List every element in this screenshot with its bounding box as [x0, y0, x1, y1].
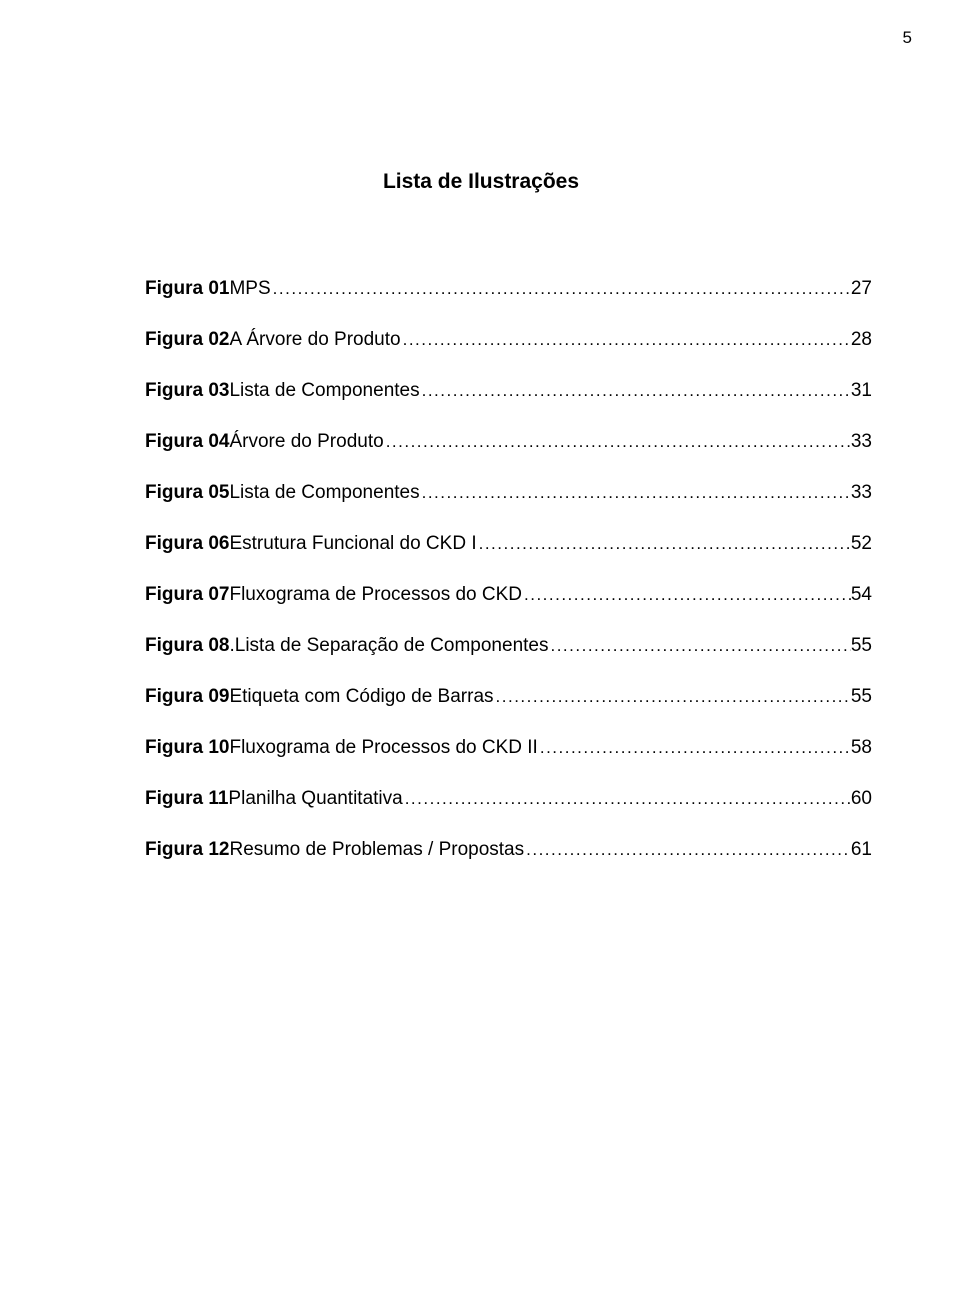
- list-entry: Figura 06 Estrutura Funcional do CKD I..…: [145, 533, 872, 555]
- list-entry: Figura 09 Etiqueta com Código de Barras.…: [145, 686, 872, 708]
- entry-label: Figura 11: [145, 788, 228, 810]
- entry-text: Lista de Componentes: [229, 380, 419, 402]
- page-title: Lista de Ilustrações: [90, 170, 872, 194]
- leader-dots: ........................................…: [271, 279, 851, 299]
- entry-text: A Árvore do Produto: [229, 329, 400, 351]
- list-entry: Figura 07 Fluxograma de Processos do CKD…: [145, 584, 872, 606]
- entry-label: Figura 12: [145, 839, 229, 861]
- entry-text: Estrutura Funcional do CKD I: [229, 533, 476, 555]
- leader-dots: ........................................…: [384, 432, 851, 452]
- entry-page: 33: [851, 482, 872, 504]
- leader-dots: ........................................…: [548, 636, 850, 656]
- entry-label: Figura 10: [145, 737, 229, 759]
- entry-label: Figura 08: [145, 635, 229, 657]
- entry-label: Figura 05: [145, 482, 229, 504]
- entry-page: 55: [851, 635, 872, 657]
- entry-text: Fluxograma de Processos do CKD II: [229, 737, 537, 759]
- entry-text: Etiqueta com Código de Barras: [229, 686, 493, 708]
- leader-dots: ........................................…: [403, 789, 851, 809]
- entry-page: 28: [851, 329, 872, 351]
- entry-text: Árvore do Produto: [229, 431, 383, 453]
- leader-dots: ........................................…: [522, 585, 851, 605]
- list-entry: Figura 11 Planilha Quantitativa.........…: [145, 788, 872, 810]
- entry-text: Lista de Componentes: [229, 482, 419, 504]
- list-entry: Figura 04 Árvore do Produto.............…: [145, 431, 872, 453]
- entry-label: Figura 06: [145, 533, 229, 555]
- entries-list: Figura 01 MPS...........................…: [145, 278, 872, 861]
- entry-page: 52: [851, 533, 872, 555]
- leader-dots: ........................................…: [477, 534, 851, 554]
- leader-dots: ........................................…: [420, 381, 851, 401]
- entry-page: 61: [851, 839, 872, 861]
- entry-label: Figura 02: [145, 329, 229, 351]
- entry-page: 58: [851, 737, 872, 759]
- list-entry: Figura 02 A Árvore do Produto...........…: [145, 329, 872, 351]
- entry-text: Planilha Quantitativa: [228, 788, 402, 810]
- list-entry: Figura 12 Resumo de Problemas / Proposta…: [145, 839, 872, 861]
- entry-label: Figura 07: [145, 584, 229, 606]
- leader-dots: ........................................…: [420, 483, 851, 503]
- entry-page: 60: [851, 788, 872, 810]
- entry-text: Fluxograma de Processos do CKD: [229, 584, 522, 606]
- entry-label: Figura 03: [145, 380, 229, 402]
- entry-text: MPS: [229, 278, 270, 300]
- list-entry: Figura 05 Lista de Componentes..........…: [145, 482, 872, 504]
- entry-page: 55: [851, 686, 872, 708]
- entry-page: 54: [851, 584, 872, 606]
- list-entry: Figura 08.Lista de Separação de Componen…: [145, 635, 872, 657]
- entry-text: .Lista de Separação de Componentes: [229, 635, 548, 657]
- list-entry: Figura 01 MPS...........................…: [145, 278, 872, 300]
- entry-label: Figura 01: [145, 278, 229, 300]
- list-entry: Figura 03 Lista de Componentes..........…: [145, 380, 872, 402]
- entry-label: Figura 09: [145, 686, 229, 708]
- entry-text: Resumo de Problemas / Propostas: [229, 839, 524, 861]
- list-entry: Figura 10 Fluxograma de Processos do CKD…: [145, 737, 872, 759]
- page-number: 5: [903, 28, 912, 48]
- entry-page: 33: [851, 431, 872, 453]
- leader-dots: ........................................…: [494, 687, 851, 707]
- entry-page: 27: [851, 278, 872, 300]
- leader-dots: ........................................…: [524, 840, 851, 860]
- content-area: Lista de Ilustrações Figura 01 MPS......…: [0, 0, 960, 861]
- entry-label: Figura 04: [145, 431, 229, 453]
- leader-dots: ........................................…: [401, 330, 851, 350]
- entry-page: 31: [851, 380, 872, 402]
- leader-dots: ........................................…: [538, 738, 851, 758]
